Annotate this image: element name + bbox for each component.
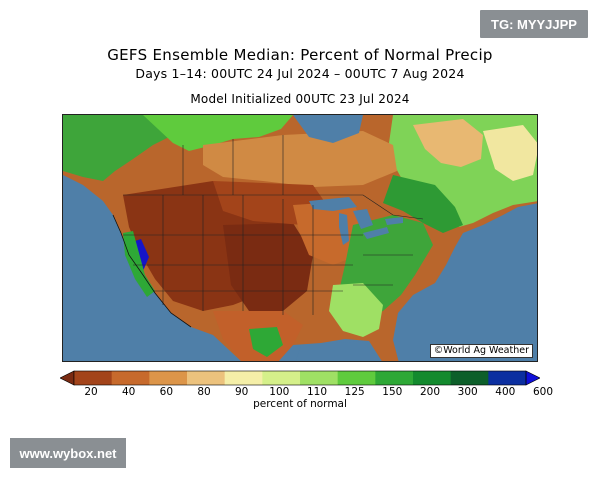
colorbar [60, 370, 540, 386]
precip-quebec-tan [413, 119, 483, 167]
precip-texas-green [249, 327, 283, 357]
site-watermark: www.wybox.net [10, 438, 126, 468]
colorbar-label: percent of normal [253, 398, 347, 410]
colorbar-segment [149, 371, 188, 385]
colorbar-tick-label: 125 [344, 386, 365, 398]
precip-plains-dark [223, 223, 313, 311]
west-coastline [112, 214, 192, 328]
map-credit: ©World Ag Weather [429, 344, 533, 358]
precip-canada-west-green [63, 115, 183, 181]
hudson-bay [293, 115, 363, 143]
colorbar-segment [74, 371, 113, 385]
map-svg [63, 115, 537, 361]
lake-erie [363, 227, 389, 239]
colorbar-ticks: 20 40 60 80 90 100 110 125 150 200 300 400 600 [0, 386, 600, 400]
colorbar-arrow-low [60, 370, 75, 386]
model-initialized: Model Initialized 00UTC 23 Jul 2024 [190, 92, 410, 106]
colorbar-tick-label: 80 [197, 386, 211, 398]
colorbar-tick-label: 150 [382, 386, 403, 398]
chart-title: GEFS Ensemble Median: Percent of Normal … [107, 46, 493, 64]
colorbar-segment [111, 371, 150, 385]
precip-canada-north-green [143, 115, 293, 151]
colorbar-tick-label: 400 [495, 386, 516, 398]
telegram-watermark: TG: MYYJJPP [480, 10, 588, 38]
colorbar-arrow-high [525, 370, 540, 386]
precip-southeast-lightgreen [329, 283, 383, 337]
colorbar-tick-label: 200 [419, 386, 441, 398]
colorbar-border [73, 370, 527, 386]
colorbar-tick-label: 40 [121, 386, 136, 398]
colorbar-segment [488, 371, 527, 385]
lake-michigan [339, 213, 349, 245]
political-borders [123, 135, 424, 315]
forecast-period: Days 1–14: 00UTC 24 Jul 2024 – 00UTC 7 A… [135, 66, 465, 81]
colorbar-tick-label: 20 [84, 386, 98, 398]
colorbar-tick-label: 110 [306, 386, 328, 398]
precip-canada-prairie-tan [203, 131, 397, 187]
lake-ontario [385, 217, 403, 225]
gulf-of-mexico [295, 341, 380, 361]
precip-map: ©World Ag Weather [62, 114, 538, 362]
colorbar-segment [187, 371, 226, 385]
colorbar-segment [337, 371, 376, 385]
colorbar-segment [375, 371, 414, 385]
colorbar-segment [224, 371, 263, 385]
precip-northeast-green [383, 175, 463, 233]
colorbar-tick-label: 600 [532, 386, 554, 398]
colorbar-tick-label: 90 [234, 386, 249, 398]
lake-superior [309, 197, 357, 211]
colorbar-segment [413, 371, 452, 385]
colorbar-segment [450, 371, 489, 385]
lake-huron [353, 209, 373, 229]
colorbar-segment [262, 371, 301, 385]
precip-labrador-yellow [483, 125, 537, 181]
colorbar-tick-label: 100 [269, 386, 290, 398]
colorbar-segment [300, 371, 339, 385]
colorbar-tick-label: 60 [159, 386, 174, 398]
colorbar-tick-label: 300 [457, 386, 478, 398]
